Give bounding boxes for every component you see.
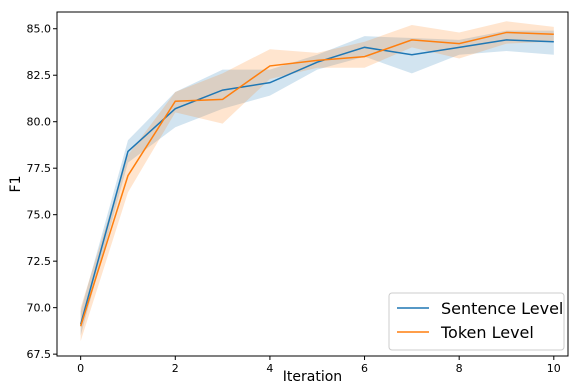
series-line-1 <box>79 31 554 327</box>
y-tick-label: 80.0 <box>27 116 52 129</box>
x-tick-label: 10 <box>547 362 561 375</box>
legend-label-1: Token Level <box>440 323 534 342</box>
confidence-bands <box>80 21 554 342</box>
y-tick-label: 85.0 <box>27 23 52 36</box>
y-ticks: 67.5 70.0 72.5 75.0 77.5 80.0 82.5 85.0 <box>27 23 57 361</box>
y-tick-label: 77.5 <box>27 162 52 175</box>
x-tick-label: 0 <box>77 362 84 375</box>
y-tick-label: 70.0 <box>27 302 52 315</box>
confidence-band-0 <box>80 30 554 336</box>
x-tick-label: 2 <box>172 362 179 375</box>
axes <box>56 11 569 357</box>
y-tick-label: 72.5 <box>27 255 52 268</box>
x-ticks: 0 2 4 6 8 10 <box>77 356 561 375</box>
x-axis-label: Iteration <box>283 369 342 383</box>
legend-box <box>388 292 565 351</box>
y-tick-label: 75.0 <box>27 209 52 222</box>
x-tick-label: 4 <box>266 362 273 375</box>
series-line-0 <box>79 39 554 325</box>
x-tick-label: 6 <box>361 362 368 375</box>
legend-label-0: Sentence Level <box>441 299 563 318</box>
y-axis-label: F1 <box>8 176 24 193</box>
legend: Sentence Level Token Level <box>388 292 565 351</box>
series-lines <box>79 31 554 327</box>
y-tick-label: 82.5 <box>27 69 52 82</box>
confidence-band-1 <box>80 21 554 342</box>
plot-frame <box>56 11 569 357</box>
y-tick-label: 67.5 <box>27 348 52 361</box>
x-tick-label: 8 <box>456 362 463 375</box>
